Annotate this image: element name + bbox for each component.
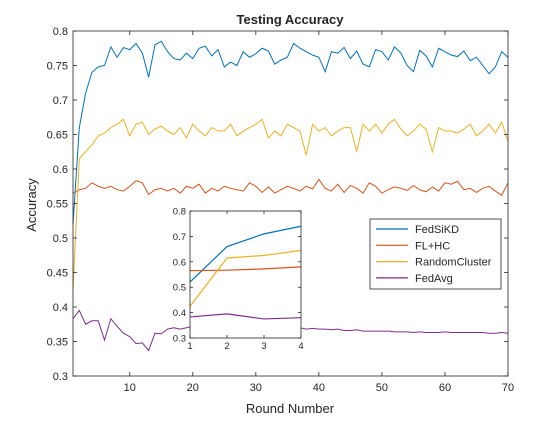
inset-box [189, 210, 302, 339]
y-tick-label: 0.6 [53, 164, 68, 176]
inset-x-tick-label: 2 [224, 341, 229, 352]
y-tick-label: 0.4 [53, 302, 68, 314]
legend-entry-fedavg: FedAvg [415, 273, 453, 285]
inset-x-tick-label: 3 [261, 341, 266, 352]
y-tick-label: 0.45 [47, 268, 68, 280]
x-axis-label: Round Number [246, 401, 335, 416]
y-tick-label: 0.7 [53, 95, 68, 107]
inset-plot: 0.3 0.4 0.5 0.6 0.7 0.8 1 2 3 4 [173, 207, 304, 353]
y-tick-label: 0.35 [47, 337, 68, 349]
main-axes: 0.30.350.40.450.50.550.60.650.70.750.810… [47, 26, 515, 394]
y-tick-label: 0.65 [47, 130, 68, 142]
inset-y-tick-label: 0.8 [173, 207, 186, 218]
legend-entry-fl-hc: FL+HC [415, 240, 450, 252]
inset-line-fl-hc [189, 266, 302, 272]
legend-entry-fedsikd: FedSiKD [415, 224, 459, 236]
x-tick-label: 60 [439, 382, 451, 394]
legend-entry-randomcluster: RandomCluster [415, 257, 492, 269]
inset-line-randomcluster [189, 249, 302, 307]
chart-title: Testing Accuracy [237, 12, 345, 27]
x-tick-label: 40 [313, 382, 325, 394]
inset-y-tick-label: 0.4 [173, 308, 186, 319]
y-axis-label: Accuracy [24, 178, 39, 232]
series-line-randomcluster [72, 118, 509, 290]
inset-y-tick-label: 0.3 [173, 334, 186, 345]
inset-y-tick-label: 0.7 [173, 232, 186, 243]
inset-y-tick-label: 0.6 [173, 257, 186, 268]
y-tick-label: 0.8 [53, 26, 68, 38]
series-line-fl-hc [72, 178, 509, 196]
legend: FedSiKD FL+HC RandomCluster FedAvg [369, 218, 502, 290]
inset-x-tick-label: 4 [298, 341, 303, 352]
inset-line-fedsikd [189, 225, 302, 283]
y-tick-label: 0.5 [53, 233, 68, 245]
inset-y-tick-label: 0.5 [173, 283, 186, 294]
y-tick-label: 0.3 [53, 371, 68, 383]
y-tick-label: 0.75 [47, 61, 68, 73]
x-tick-label: 20 [187, 382, 199, 394]
inset-line-fedavg [189, 313, 302, 320]
x-tick-label: 70 [502, 382, 514, 394]
main-plot-lines [72, 40, 509, 352]
x-tick-label: 30 [250, 382, 262, 394]
inset-x-tick-label: 1 [187, 341, 192, 352]
x-tick-label: 10 [124, 382, 136, 394]
x-tick-label: 50 [376, 382, 388, 394]
series-line-fedsikd [72, 40, 509, 225]
y-tick-label: 0.55 [47, 199, 68, 211]
